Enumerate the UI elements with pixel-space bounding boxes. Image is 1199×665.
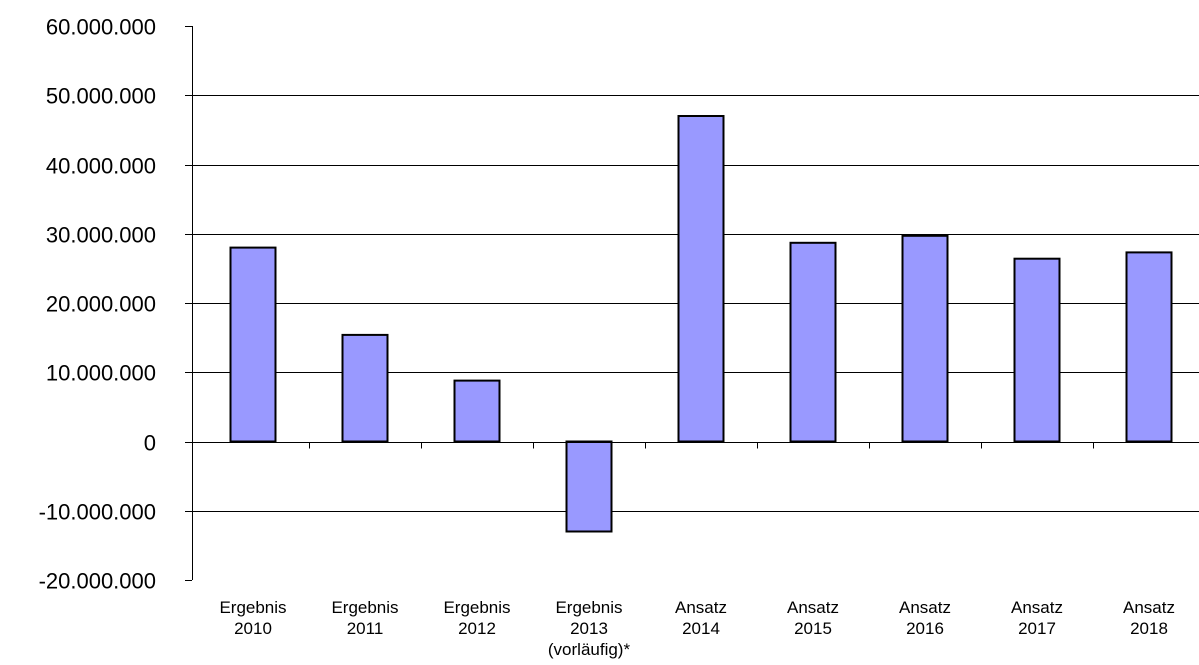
y-tick-labels: -20.000.000 -10.000.000 0 10.000.000 20.000.… [39, 15, 156, 594]
bar [565, 440, 613, 533]
category-label-line: Ergebnis [331, 598, 398, 617]
category-label-line: 2011 [347, 619, 384, 638]
category-label-line: 2014 [682, 619, 720, 638]
category-label-line: 2016 [906, 619, 944, 638]
category-label: Ansatz 2018 [1123, 598, 1175, 638]
y-tick-label: 30.000.000 [46, 223, 156, 248]
bar [677, 115, 725, 443]
category-label-line: 2015 [794, 619, 832, 638]
category-label: Ansatz 2014 [675, 598, 727, 638]
category-label-line: 2018 [1130, 619, 1168, 638]
bar [901, 234, 949, 443]
category-label: Ergebnis 2012 [443, 598, 510, 638]
category-label-line: Ansatz [1123, 598, 1175, 617]
y-tick-label: 40.000.000 [46, 154, 156, 179]
bar [453, 379, 501, 443]
category-label-line: Ansatz [1011, 598, 1063, 617]
bars [229, 115, 1173, 533]
category-label-line: 2017 [1018, 619, 1056, 638]
axes [185, 26, 1199, 581]
bar [341, 333, 389, 443]
y-tick-label: -10.000.000 [39, 500, 156, 525]
y-tick-label: 60.000.000 [46, 15, 156, 40]
category-label-line: 2010 [234, 619, 272, 638]
y-tick-label: -20.000.000 [39, 569, 156, 594]
category-label-line: Ansatz [899, 598, 951, 617]
category-label-line: Ergebnis [443, 598, 510, 617]
y-tick-label: 10.000.000 [46, 361, 156, 386]
category-label-line: Ergebnis [219, 598, 286, 617]
category-label-line: (vorläufig)* [548, 640, 631, 659]
category-label-line: Ansatz [787, 598, 839, 617]
bar [1013, 257, 1061, 443]
category-label-line: 2012 [458, 619, 496, 638]
bar [789, 241, 837, 443]
category-label: Ergebnis 2013 (vorläufig)* [548, 598, 631, 659]
y-tick-label: 20.000.000 [46, 292, 156, 317]
category-label-line: Ergebnis [555, 598, 622, 617]
category-label-line: 2013 [570, 619, 608, 638]
category-label-line: Ansatz [675, 598, 727, 617]
category-label: Ansatz 2015 [787, 598, 839, 638]
category-label: Ansatz 2017 [1011, 598, 1063, 638]
bar [1125, 251, 1173, 443]
y-tick-label: 50.000.000 [46, 84, 156, 109]
bar [229, 246, 277, 443]
category-label: Ansatz 2016 [899, 598, 951, 638]
category-label: Ergebnis 2011 [331, 598, 398, 638]
category-label: Ergebnis 2010 [219, 598, 286, 638]
y-tick-label: 0 [144, 431, 156, 456]
